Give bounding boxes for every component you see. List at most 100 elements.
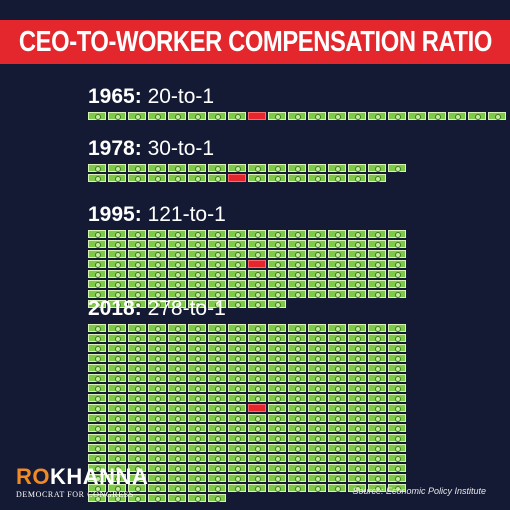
- section-ratio: 278-to-1: [147, 297, 226, 320]
- logo-wordmark: ROKHANNA: [16, 466, 148, 488]
- dollar-bill-icon: [288, 250, 306, 258]
- dollar-bill-icon: [88, 364, 106, 372]
- dollar-bill-icon: [128, 384, 146, 392]
- dollar-bill-icon: [168, 464, 186, 472]
- dollar-bill-icon: [228, 364, 246, 372]
- dollar-bill-icon: [308, 230, 326, 238]
- dollar-bill-icon: [188, 404, 206, 412]
- dollar-bill-icon: [208, 280, 226, 288]
- red-bill-icon: [248, 260, 266, 268]
- dollar-bill-icon: [368, 484, 386, 492]
- dollar-bill-icon: [108, 270, 126, 278]
- dollar-bill-icon: [108, 324, 126, 332]
- dollar-bill-icon: [368, 374, 386, 382]
- source-note: Source: Economic Policy Institute: [352, 486, 486, 496]
- dollar-bill-icon: [88, 290, 106, 298]
- dollar-bill-icon: [168, 424, 186, 432]
- dollar-bill-icon: [268, 334, 286, 342]
- dollar-bill-icon: [168, 270, 186, 278]
- dollar-bill-icon: [148, 404, 166, 412]
- dollar-bill-icon: [108, 394, 126, 402]
- section-ratio: 121-to-1: [147, 203, 226, 226]
- dollar-bill-icon: [388, 250, 406, 258]
- dollar-bill-icon: [308, 354, 326, 362]
- dollar-bill-icon: [228, 474, 246, 482]
- dollar-bill-icon: [388, 434, 406, 442]
- dollar-bill-icon: [168, 474, 186, 482]
- dollar-bill-icon: [308, 364, 326, 372]
- dollar-bill-icon: [88, 434, 106, 442]
- logo-subtitle: DEMOCRAT FOR CONGRESS: [16, 490, 134, 499]
- dollar-bill-icon: [188, 290, 206, 298]
- dollar-bill-icon: [308, 404, 326, 412]
- dollar-bill-icon: [88, 112, 106, 120]
- dollar-bill-icon: [308, 270, 326, 278]
- dollar-bill-icon: [228, 384, 246, 392]
- dollar-bill-icon: [428, 112, 446, 120]
- dollar-bill-icon: [168, 484, 186, 492]
- dollar-bill-icon: [168, 280, 186, 288]
- dollar-bill-icon: [108, 474, 126, 482]
- dollar-bill-icon: [348, 230, 366, 238]
- dollar-bill-icon: [188, 364, 206, 372]
- dollar-bill-icon: [328, 334, 346, 342]
- dollar-bill-icon: [228, 464, 246, 472]
- dollar-bill-icon: [328, 280, 346, 288]
- dollar-bill-icon: [368, 270, 386, 278]
- dollar-bill-icon: [368, 424, 386, 432]
- dollar-bill-icon: [288, 484, 306, 492]
- dollar-bill-icon: [188, 424, 206, 432]
- dollar-bill-icon: [288, 334, 306, 342]
- section-ratio: 30-to-1: [147, 137, 215, 160]
- dollar-bill-icon: [328, 444, 346, 452]
- dollar-bill-icon: [368, 394, 386, 402]
- dollar-bill-icon: [368, 240, 386, 248]
- dollar-bill-icon: [188, 434, 206, 442]
- dollar-bill-icon: [88, 424, 106, 432]
- dollar-bill-icon: [148, 454, 166, 462]
- section-year: 2018:: [88, 297, 142, 320]
- dollar-bill-icon: [248, 474, 266, 482]
- dollar-bill-icon: [88, 344, 106, 352]
- dollar-bill-icon: [308, 414, 326, 422]
- dollar-bill-icon: [208, 434, 226, 442]
- dollar-bill-icon: [128, 260, 146, 268]
- dollar-bill-icon: [328, 424, 346, 432]
- dollar-bill-icon: [328, 354, 346, 362]
- dollar-bill-icon: [208, 394, 226, 402]
- dollar-bill-icon: [268, 474, 286, 482]
- dollar-bill-icon: [128, 364, 146, 372]
- dollar-bill-icon: [208, 300, 226, 308]
- dollar-bill-icon: [228, 324, 246, 332]
- dollar-bill-icon: [348, 354, 366, 362]
- bill-grid: [88, 324, 418, 502]
- dollar-bill-icon: [108, 424, 126, 432]
- dollar-bill-icon: [208, 494, 226, 502]
- dollar-bill-icon: [388, 290, 406, 298]
- dollar-bill-icon: [208, 474, 226, 482]
- dollar-bill-icon: [328, 112, 346, 120]
- dollar-bill-icon: [348, 404, 366, 412]
- dollar-bill-icon: [348, 174, 366, 182]
- dollar-bill-icon: [288, 240, 306, 248]
- section-ratio: 20-to-1: [147, 85, 215, 108]
- dollar-bill-icon: [288, 464, 306, 472]
- dollar-bill-icon: [348, 364, 366, 372]
- dollar-bill-icon: [228, 112, 246, 120]
- dollar-bill-icon: [268, 250, 286, 258]
- dollar-bill-icon: [148, 300, 166, 308]
- dollar-bill-icon: [288, 374, 306, 382]
- dollar-bill-icon: [248, 334, 266, 342]
- section-label: 1995: 121-to-1: [88, 204, 418, 226]
- dollar-bill-icon: [268, 174, 286, 182]
- dollar-bill-icon: [208, 384, 226, 392]
- dollar-bill-icon: [388, 324, 406, 332]
- dollar-bill-icon: [388, 364, 406, 372]
- dollar-bill-icon: [388, 230, 406, 238]
- dollar-bill-icon: [148, 424, 166, 432]
- dollar-bill-icon: [268, 364, 286, 372]
- section-year: 1978:: [88, 137, 142, 160]
- dollar-bill-icon: [328, 260, 346, 268]
- dollar-bill-icon: [128, 434, 146, 442]
- dollar-bill-icon: [108, 280, 126, 288]
